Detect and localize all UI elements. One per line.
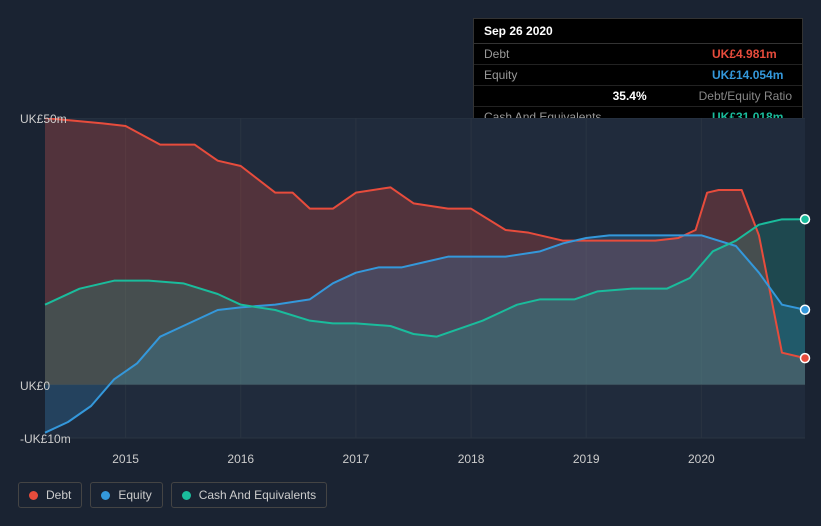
legend-item[interactable]: Equity [90,482,162,508]
tooltip-row: 35.4% Debt/Equity Ratio [474,86,802,107]
legend-item-label: Cash And Equivalents [199,488,316,502]
tooltip-row-label [484,89,613,103]
x-tick-label: 2018 [458,452,485,466]
x-tick-label: 2020 [688,452,715,466]
tooltip-date: Sep 26 2020 [474,19,802,44]
x-tick-label: 2017 [343,452,370,466]
series-end-marker [801,215,810,224]
tooltip-row-value: UK£4.981m [712,47,792,61]
legend-item-label: Debt [46,488,71,502]
tooltip-row-label: Debt [484,47,712,61]
x-tick-label: 2015 [112,452,139,466]
legend-item-label: Equity [118,488,151,502]
legend-item[interactable]: Cash And Equivalents [171,482,327,508]
y-tick-label: UK£50m [20,112,67,126]
tooltip-row: EquityUK£14.054m [474,65,802,86]
tooltip-row-extra: Debt/Equity Ratio [699,89,792,103]
y-tick-label: -UK£10m [20,432,71,446]
legend-item[interactable]: Debt [18,482,82,508]
tooltip-row-value: 35.4% [613,89,693,103]
x-tick-label: 2016 [227,452,254,466]
legend-dot-icon [182,491,191,500]
x-tick-label: 2019 [573,452,600,466]
legend-dot-icon [101,491,110,500]
tooltip-panel: Sep 26 2020 DebtUK£4.981mEquityUK£14.054… [473,18,803,128]
tooltip-row-value: UK£14.054m [712,68,792,82]
legend: Debt Equity Cash And Equivalents [18,482,327,508]
chart-container: Sep 26 2020 DebtUK£4.981mEquityUK£14.054… [0,0,821,526]
series-end-marker [801,305,810,314]
y-tick-label: UK£0 [20,379,50,393]
series-end-marker [801,354,810,363]
chart-plot[interactable] [0,118,821,468]
tooltip-row: DebtUK£4.981m [474,44,802,65]
legend-dot-icon [29,491,38,500]
tooltip-row-label: Equity [484,68,712,82]
